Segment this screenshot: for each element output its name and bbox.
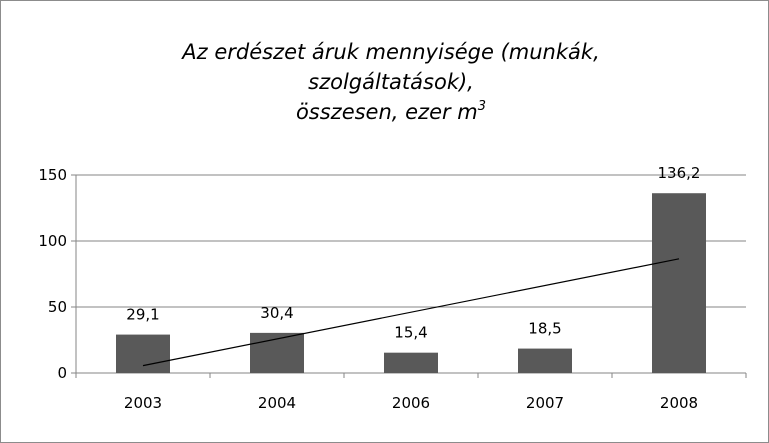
y-tick-label: 150: [38, 166, 67, 184]
x-tick-label: 2007: [526, 394, 564, 412]
bar-2004: [250, 332, 304, 373]
title-line-3: összesen, ezer m: [295, 100, 478, 124]
x-tick-label: 2006: [392, 394, 430, 412]
x-tick-label: 2003: [124, 394, 162, 412]
y-tick-label: 50: [48, 298, 67, 316]
x-tick-label: 2008: [660, 394, 698, 412]
gridlines: [76, 174, 746, 308]
x-tick-label: 2004: [258, 394, 296, 412]
chart-title: Az erdészet áruk mennyisége (munkák, szo…: [161, 37, 621, 127]
data-label: 136,2: [658, 164, 701, 182]
trendline-group: [142, 258, 680, 367]
labels: 0 50 100 150 29,1 2003 30,4 2004 15,4 2006 18,5 200…: [38, 164, 700, 412]
title-line-1: Az erdészet áruk mennyisége (munkák,: [182, 40, 600, 64]
bars: [116, 193, 706, 373]
data-label: 30,4: [260, 304, 293, 322]
bar-2007: [518, 348, 572, 373]
title-superscript: 3: [477, 99, 487, 114]
axes: [71, 174, 747, 378]
trendline: [142, 258, 680, 367]
bar-2008: [652, 193, 706, 373]
data-label: 15,4: [394, 324, 427, 342]
y-tick-label: 0: [57, 364, 67, 382]
data-label: 29,1: [126, 306, 159, 324]
bar-2006: [384, 352, 438, 373]
y-tick-label: 100: [38, 232, 67, 250]
bar-2003: [116, 334, 170, 373]
data-label: 18,5: [528, 320, 561, 338]
title-line-2: szolgáltatások),: [308, 70, 474, 94]
